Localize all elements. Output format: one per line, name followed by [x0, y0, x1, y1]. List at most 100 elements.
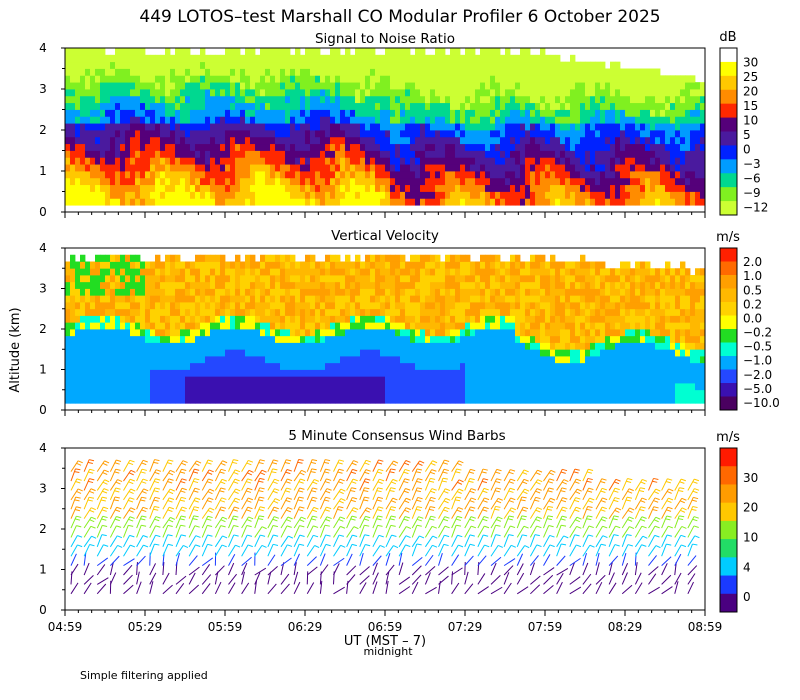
snr-cell — [235, 95, 241, 104]
snr-cell — [260, 191, 266, 199]
snr-cell — [225, 61, 231, 69]
snr-cell — [245, 171, 251, 179]
snr-cell — [470, 61, 476, 69]
snr-cell — [125, 184, 131, 192]
vv-cell — [380, 281, 386, 289]
snr-cell — [505, 177, 511, 186]
vv-cell — [405, 268, 411, 276]
snr-cell — [535, 95, 541, 104]
snr-cell — [265, 123, 271, 131]
vv-cell — [260, 295, 266, 303]
snr-cell — [535, 191, 541, 199]
colorbar-swatch — [720, 89, 737, 105]
snr-cell — [590, 102, 596, 110]
vv-cell — [445, 315, 451, 323]
snr-cell — [300, 157, 306, 165]
vv-cell — [370, 261, 376, 269]
snr-cell — [195, 171, 201, 179]
vv-cell — [450, 261, 456, 269]
vv-cell — [165, 295, 171, 303]
y-tick-label: 2 — [39, 123, 47, 137]
vv-cell — [400, 396, 406, 404]
snr-cell — [395, 116, 401, 124]
snr-cell — [450, 48, 456, 56]
vv-cell — [520, 261, 526, 269]
snr-cell — [130, 191, 136, 199]
vv-cell — [175, 389, 181, 397]
snr-cell — [445, 171, 451, 179]
snr-cell — [515, 130, 521, 138]
vv-cell — [495, 383, 501, 391]
vv-cell — [460, 275, 466, 283]
snr-cell — [395, 109, 401, 117]
vv-cell — [410, 315, 416, 323]
snr-cell — [595, 164, 601, 172]
vv-cell — [70, 268, 76, 276]
snr-cell — [135, 164, 141, 172]
vv-cell — [100, 275, 106, 283]
vv-cell — [140, 302, 146, 310]
snr-cell — [225, 157, 231, 165]
vv-cell — [450, 383, 456, 391]
vv-cell — [455, 315, 461, 323]
vv-cell — [330, 369, 336, 377]
snr-cell — [345, 136, 351, 145]
vv-cell — [110, 369, 116, 377]
vv-cell — [160, 281, 166, 289]
vv-cell — [495, 268, 501, 276]
snr-cell — [270, 198, 276, 206]
colorbar-swatch — [720, 103, 737, 119]
snr-cell — [550, 123, 556, 131]
vv-cell — [380, 302, 386, 310]
snr-cell — [330, 75, 336, 83]
vv-cell — [280, 349, 286, 357]
vv-cell — [310, 254, 316, 262]
snr-cell — [680, 130, 686, 138]
snr-cell — [195, 191, 201, 199]
snr-cell — [480, 164, 486, 172]
vv-cell — [185, 383, 191, 391]
snr-cell — [205, 75, 211, 83]
vv-cell — [140, 369, 146, 377]
snr-cell — [540, 61, 546, 69]
snr-cell — [375, 198, 381, 206]
vv-cell — [375, 383, 381, 391]
vv-cell — [530, 389, 536, 397]
snr-cell — [485, 177, 491, 186]
snr-cell — [340, 61, 346, 69]
vv-cell — [495, 389, 501, 397]
vv-cell — [435, 396, 441, 404]
vv-cell — [95, 376, 101, 384]
vv-cell — [305, 261, 311, 269]
snr-cell — [225, 164, 231, 172]
snr-cell — [655, 171, 661, 179]
vv-cell — [75, 369, 81, 377]
snr-cell — [335, 136, 341, 145]
vv-cell — [475, 369, 481, 377]
snr-cell — [280, 123, 286, 131]
snr-cell — [605, 150, 611, 158]
snr-cell — [310, 184, 316, 192]
vv-cell — [90, 356, 96, 364]
snr-cell — [225, 116, 231, 124]
snr-cell — [515, 184, 521, 192]
snr-cell — [485, 143, 491, 151]
snr-cell — [210, 164, 216, 172]
snr-cell — [200, 95, 206, 104]
vv-cell — [85, 376, 91, 384]
snr-cell — [615, 184, 621, 192]
snr-cell — [215, 184, 221, 192]
snr-cell — [505, 150, 511, 158]
vv-cell — [410, 329, 416, 337]
snr-cell — [200, 54, 206, 63]
snr-cell — [230, 136, 236, 145]
vv-cell — [165, 288, 171, 296]
vv-cell — [455, 335, 461, 343]
vv-cell — [415, 322, 421, 330]
snr-cell — [465, 61, 471, 69]
vv-cell — [185, 369, 191, 377]
vv-cell — [275, 308, 281, 316]
snr-cell — [470, 68, 476, 76]
vv-cell — [120, 396, 126, 404]
vv-cell — [495, 342, 501, 350]
